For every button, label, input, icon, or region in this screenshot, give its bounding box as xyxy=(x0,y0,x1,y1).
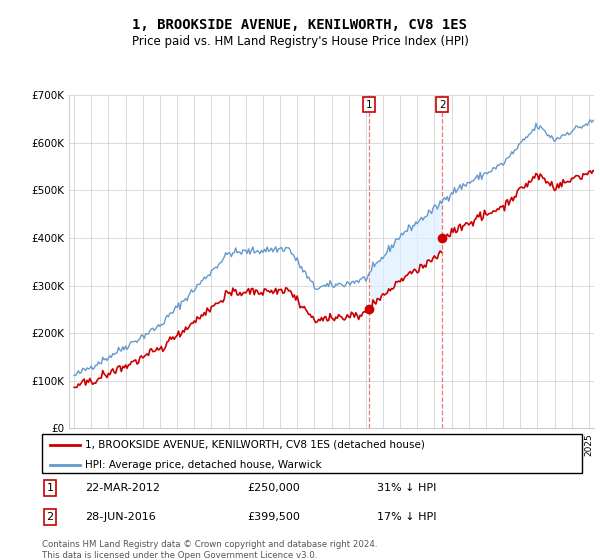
Text: 1: 1 xyxy=(47,483,53,493)
Text: 17% ↓ HPI: 17% ↓ HPI xyxy=(377,512,436,522)
Text: Price paid vs. HM Land Registry's House Price Index (HPI): Price paid vs. HM Land Registry's House … xyxy=(131,35,469,49)
Text: 1: 1 xyxy=(366,100,373,110)
Text: Contains HM Land Registry data © Crown copyright and database right 2024.
This d: Contains HM Land Registry data © Crown c… xyxy=(42,540,377,559)
Text: £399,500: £399,500 xyxy=(247,512,300,522)
Text: 31% ↓ HPI: 31% ↓ HPI xyxy=(377,483,436,493)
Text: 22-MAR-2012: 22-MAR-2012 xyxy=(85,483,160,493)
Text: 28-JUN-2016: 28-JUN-2016 xyxy=(85,512,156,522)
Text: 1, BROOKSIDE AVENUE, KENILWORTH, CV8 1ES: 1, BROOKSIDE AVENUE, KENILWORTH, CV8 1ES xyxy=(133,18,467,32)
Text: 1, BROOKSIDE AVENUE, KENILWORTH, CV8 1ES (detached house): 1, BROOKSIDE AVENUE, KENILWORTH, CV8 1ES… xyxy=(85,440,425,450)
Text: 2: 2 xyxy=(439,100,446,110)
Text: HPI: Average price, detached house, Warwick: HPI: Average price, detached house, Warw… xyxy=(85,460,322,470)
Text: £250,000: £250,000 xyxy=(247,483,300,493)
Text: 2: 2 xyxy=(47,512,53,522)
FancyBboxPatch shape xyxy=(42,434,582,473)
